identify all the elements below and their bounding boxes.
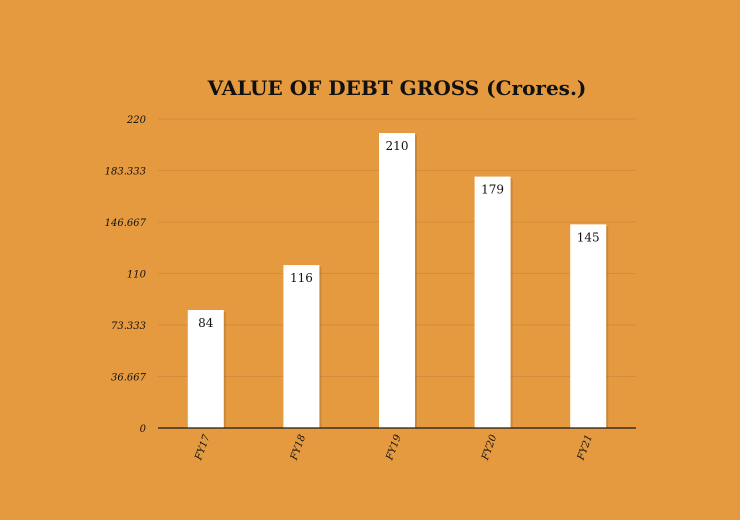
y-tick-label: 110 <box>127 270 147 281</box>
y-tick-label: 36.667 <box>111 372 147 383</box>
y-tick-label: 220 <box>126 115 147 126</box>
bar-fy21 <box>570 224 607 428</box>
bars <box>187 133 609 428</box>
data-label: 179 <box>481 183 504 197</box>
data-labels: 84 116 210 179 145 <box>198 139 599 330</box>
y-tick-label: 0 <box>140 424 147 435</box>
bar-fy19 <box>379 133 415 428</box>
y-tick-label: 73.333 <box>111 321 146 332</box>
data-label: 210 <box>386 139 409 153</box>
y-axis-tick-labels: 0 36.667 73.333 110 146.667 183.333 220 <box>105 115 147 435</box>
data-label: 116 <box>290 271 313 285</box>
bar-fy17 <box>187 310 224 428</box>
chart-title: VALUE OF DEBT GROSS (Crores.) <box>207 76 587 100</box>
y-tick-label: 146.667 <box>105 218 147 229</box>
bar-fy18 <box>283 265 320 428</box>
y-tick-label: 183.333 <box>105 167 146 178</box>
bar-fy20 <box>474 176 511 428</box>
data-label: 145 <box>577 230 600 244</box>
data-label: 84 <box>198 316 214 330</box>
